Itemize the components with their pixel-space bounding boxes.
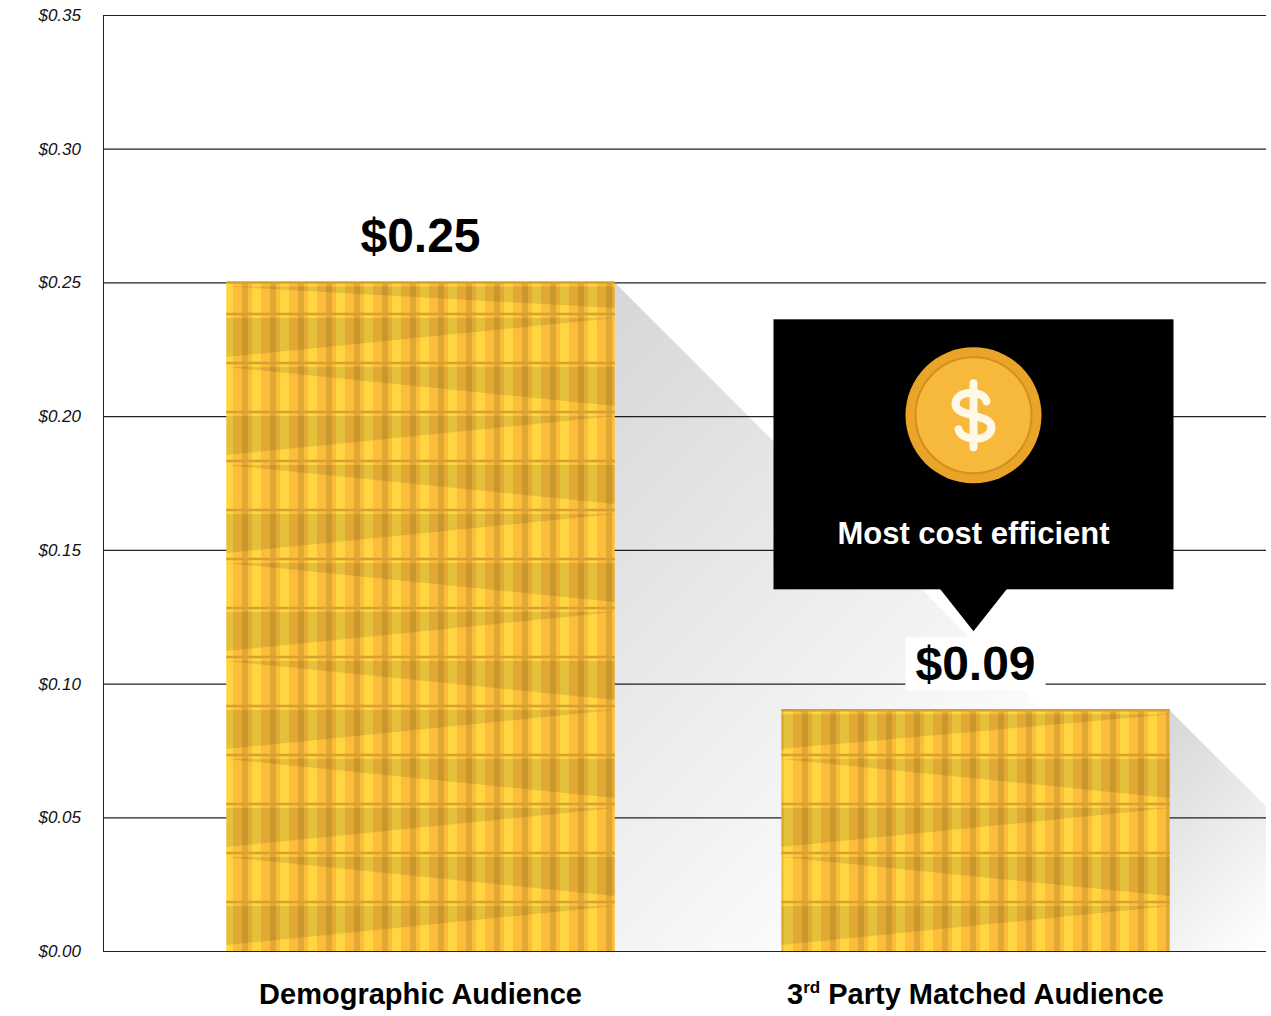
bar xyxy=(781,710,1170,951)
coin-edge xyxy=(781,709,1170,712)
coin-edge xyxy=(226,656,615,659)
coin-edge xyxy=(226,509,615,512)
coin-shade xyxy=(781,857,1170,896)
bar-shadow xyxy=(1170,710,1266,951)
x-axis-line xyxy=(144,951,1254,952)
y-tick-label: $0.10 xyxy=(37,675,81,694)
coin-edge xyxy=(226,803,615,806)
coin-shade xyxy=(226,857,615,896)
data-label-bg xyxy=(905,637,1045,690)
data-label-bg xyxy=(350,209,490,262)
coin-icon-symbol xyxy=(956,383,992,447)
coin-edge xyxy=(226,411,615,414)
y-tick-label: $0.25 xyxy=(37,273,81,292)
chart: $0.00 $0.05 $0.10 $0.15 $0.20 $0.25 $0.30 $0.35… xyxy=(0,0,1271,1016)
y-tick-label: $0.30 xyxy=(37,140,81,159)
x-tick-label: 3rd Party Matched Audience xyxy=(787,978,1164,1010)
y-tick: $0.35 xyxy=(37,6,1266,25)
y-tick: $0.30 xyxy=(37,140,1266,159)
x-tick-label: Demographic Audience xyxy=(259,978,582,1010)
coin-edge xyxy=(226,281,615,284)
coin-shade xyxy=(226,612,615,651)
coin-shade xyxy=(226,318,615,357)
coin-icon xyxy=(906,347,1042,483)
bar xyxy=(226,282,615,951)
grid-line xyxy=(103,149,1266,150)
coin-shade xyxy=(226,514,615,553)
coin-shade xyxy=(781,759,1170,798)
coin-edge xyxy=(226,607,615,610)
coin-edge xyxy=(226,558,615,561)
coin-edge xyxy=(226,705,615,708)
coin-shade xyxy=(226,906,615,945)
coin-shade xyxy=(781,808,1170,847)
y-tick-label: $0.20 xyxy=(37,407,81,426)
x-tick: 3rd Party Matched Audience xyxy=(787,951,1164,1010)
coin-edge xyxy=(226,901,615,904)
coin-edge xyxy=(226,362,615,365)
callout-box xyxy=(774,319,1174,589)
data-labels: $0.25 $0.09 xyxy=(350,209,1045,690)
callout: Most cost efficient xyxy=(774,319,1174,631)
bar-shadow xyxy=(615,282,1266,951)
y-tick-label: $0.05 xyxy=(37,808,81,827)
grid-line xyxy=(103,951,1266,952)
coin-shade xyxy=(226,367,615,406)
coin-shade xyxy=(226,710,615,749)
y-tick: $0.25 xyxy=(37,273,1266,292)
data-label: $0.25 xyxy=(360,209,480,262)
coin-edge xyxy=(781,852,1170,855)
coin-edge xyxy=(781,754,1170,757)
coin-edge xyxy=(226,313,615,316)
annotation: Most cost efficient xyxy=(837,516,1109,551)
coin-edge xyxy=(226,754,615,757)
x-axis: Demographic Audience 3rd Party Matched Au… xyxy=(144,951,1254,1010)
y-tick-label: $0.00 xyxy=(37,942,81,961)
coin-shade xyxy=(781,906,1170,945)
grid-line xyxy=(103,282,1266,283)
coin-shade xyxy=(226,465,615,504)
coin-shade xyxy=(226,416,615,455)
y-tick-label: $0.15 xyxy=(37,541,81,560)
coin-edge xyxy=(226,852,615,855)
coin-shade xyxy=(226,563,615,602)
callout-pointer xyxy=(940,588,1008,631)
x-tick: Demographic Audience xyxy=(259,951,582,1010)
grid-line xyxy=(103,15,1266,16)
coin-shade xyxy=(781,714,1170,749)
coin-shade xyxy=(226,286,615,308)
y-tick-label: $0.35 xyxy=(37,6,81,25)
coin-shade xyxy=(226,661,615,700)
coin-shade xyxy=(226,808,615,847)
y-axis-line xyxy=(103,16,104,952)
data-label: $0.09 xyxy=(915,637,1035,690)
coin-edge xyxy=(781,901,1170,904)
coin-shade xyxy=(226,759,615,798)
coin-edge xyxy=(781,803,1170,806)
plot-area xyxy=(226,282,1266,951)
coin-edge xyxy=(226,460,615,463)
coin-icon-face xyxy=(916,357,1032,473)
